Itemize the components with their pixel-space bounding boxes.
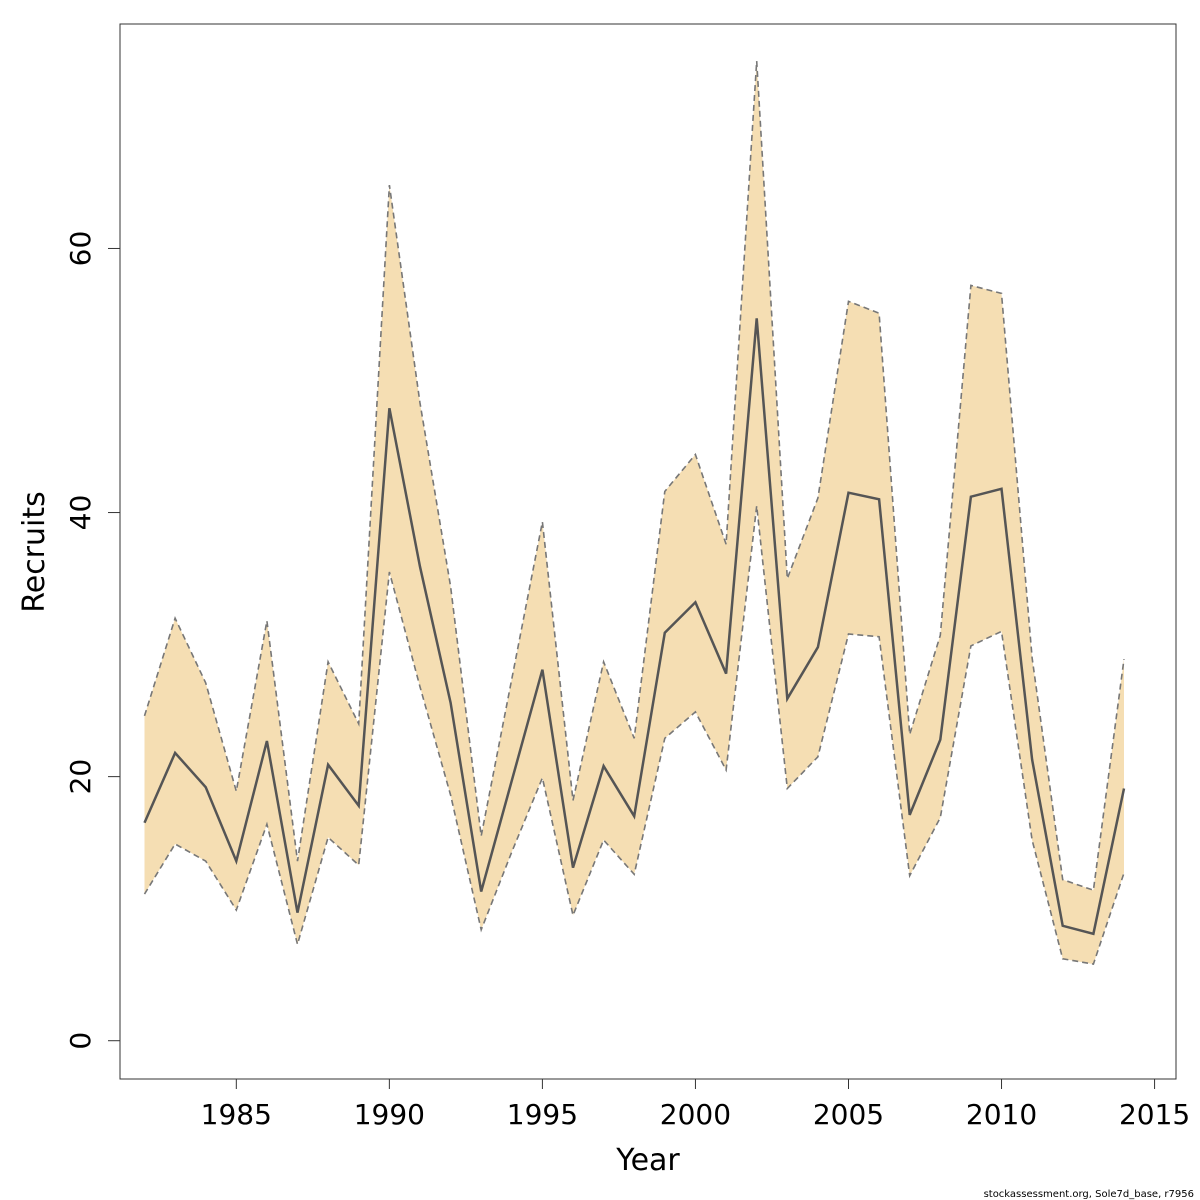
x-tick-label: 2010 [966,1098,1037,1131]
x-tick-label: 2015 [1119,1098,1190,1131]
x-tick-label: 1990 [354,1098,425,1131]
lower-bound-line [143,505,1125,966]
y-axis-label: Recruits [17,491,52,613]
x-tick-label: 2000 [660,1098,731,1131]
confidence-band [144,61,1124,965]
y-tick-label: 0 [64,1032,97,1050]
x-axis-label: Year [615,1143,680,1178]
credit-text: stockassessment.org, Sole7d_base, r7956 [984,1189,1194,1200]
x-tick-label: 2005 [813,1098,884,1131]
x-tick-label: 1995 [507,1098,578,1131]
plot-area [143,60,1126,966]
y-tick-label: 60 [64,231,97,267]
x-axis: 1985 1990 1995 2000 2005 2010 2015 [201,1078,1190,1131]
y-tick-label: 20 [64,759,97,795]
estimate-line [143,318,1126,936]
y-axis: 0 20 40 60 [64,231,121,1050]
upper-bound-line [143,60,1125,892]
y-tick-label: 40 [64,495,97,531]
x-tick-label: 1985 [201,1098,272,1131]
